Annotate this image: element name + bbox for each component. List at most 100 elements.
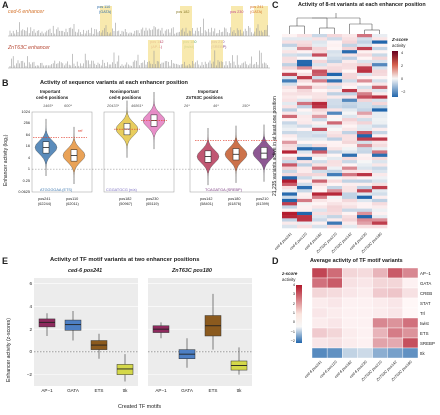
heat-c-cell <box>372 98 388 103</box>
heat-c-cell <box>312 50 328 54</box>
panel-b-xcount-pos142: (58401) <box>200 202 214 206</box>
heat-c-cell <box>312 147 328 151</box>
heat-c-cell <box>282 85 298 90</box>
heat-c-cell <box>372 69 388 74</box>
heat-d-cell <box>387 327 404 339</box>
heat-d-cell <box>357 317 373 329</box>
panel-e-xtick: ttk <box>122 388 128 393</box>
heat-c-cell <box>312 121 328 125</box>
heat-c-cell <box>282 218 298 222</box>
heat-c-cell <box>282 111 298 116</box>
panel-letter-a: A <box>2 0 9 10</box>
heat-d-cell <box>311 337 328 349</box>
heat-c-cell <box>297 76 313 80</box>
heat-c-cell <box>342 118 358 122</box>
heat-c-cell <box>372 114 388 119</box>
panel-b-frame <box>31 111 93 193</box>
heat-c-cell <box>372 160 388 164</box>
heat-c-cell <box>372 56 388 61</box>
heat-c-cell <box>357 124 373 129</box>
track1-plot <box>8 6 270 37</box>
heat-d-cell <box>357 287 373 299</box>
heat-c-cell <box>282 221 298 226</box>
heat-c-cell <box>312 46 328 51</box>
panel-b-xcount-pos180: (61876) <box>228 202 242 206</box>
heat-c-cell <box>342 40 358 44</box>
heat-c-cell <box>282 69 298 74</box>
heat-c-cell <box>312 37 328 41</box>
track2-plot <box>8 40 270 69</box>
heat-c-cell <box>297 53 313 57</box>
group1-title2: ced-6 positions <box>36 95 69 100</box>
heat-c-cell <box>282 53 298 57</box>
heat-c-cell <box>312 150 328 154</box>
heat-c-cell <box>312 218 328 222</box>
heat-c-cell <box>327 131 343 135</box>
heat-c-cell <box>282 76 298 80</box>
track1-highlight <box>100 6 112 36</box>
heat-c-cell <box>357 121 373 125</box>
heat-c-cell <box>297 156 313 161</box>
heat-c-cell <box>357 205 373 209</box>
heat-c-cell <box>297 218 313 222</box>
heat-c-cell <box>312 179 328 184</box>
heat-c-cell <box>282 105 298 109</box>
panel-e-ytick: 6 <box>29 281 32 287</box>
heat-c-cell <box>327 40 343 44</box>
heat-c-cell <box>282 224 298 229</box>
heat-c-cell <box>372 92 388 96</box>
heat-c-cell <box>342 95 358 99</box>
box-plot <box>34 278 252 386</box>
heat-c-cell <box>297 182 313 187</box>
panel-letter-b: B <box>2 78 9 88</box>
heat-c-cell <box>297 205 313 209</box>
heat-c-cell <box>372 198 388 203</box>
heat-d-cell <box>342 337 358 349</box>
heat-c-cell <box>327 221 343 226</box>
heat-c-cell <box>282 124 298 129</box>
heat-c-cell <box>297 124 313 129</box>
heat-c-cell <box>297 79 313 83</box>
track2-highlight <box>182 40 194 68</box>
heat-d-cell <box>402 317 419 329</box>
heat-c-cell <box>312 185 328 190</box>
heat-c-cell <box>342 195 358 200</box>
heat-c-cell <box>372 43 388 48</box>
heat-c-cell <box>297 56 313 61</box>
heat-c-cell <box>282 215 298 219</box>
heat-c-cell <box>297 105 313 109</box>
heat-c-cell <box>357 50 373 54</box>
heat-c-cell <box>342 160 358 164</box>
heat-c-cell <box>372 224 388 229</box>
heat-c-cell <box>297 101 313 106</box>
heat-c-cell <box>372 163 388 167</box>
panel-d-legend-title: z-score <box>282 271 298 276</box>
heat-c-cell <box>372 82 388 87</box>
panel-b-xcount-pos230: (65119) <box>146 202 159 206</box>
heat-c-cell <box>372 101 388 106</box>
heat-c-cell <box>297 118 313 122</box>
heat-d-cell <box>357 277 373 289</box>
heat-d-cell <box>387 337 404 349</box>
panel-c-legend-title: Z-score <box>392 37 408 42</box>
heat-c-cell <box>327 140 343 145</box>
heat-d-cell <box>326 327 343 339</box>
heat-c-cell <box>342 182 358 187</box>
heat-c-cell <box>312 82 328 87</box>
heat-c-cell <box>327 85 343 90</box>
heat-d-cell <box>402 297 419 309</box>
heat-c-cell <box>297 143 313 148</box>
heat-c-cell <box>282 59 298 64</box>
heat-c-cell <box>342 143 358 148</box>
heat-c-cell <box>312 166 328 171</box>
heat-d-cell <box>326 277 343 289</box>
heat-c-cell <box>312 66 328 70</box>
panel-c-legend-tick-0: 0 <box>401 77 404 81</box>
panel-c-legend-tick-4: 4 <box>401 51 404 55</box>
heat-c-cell <box>327 124 343 129</box>
heat-c-cell <box>342 37 358 41</box>
panel-b-ref-label: ref <box>78 129 83 133</box>
heat-c-cell <box>342 43 358 48</box>
heat-d-cell <box>402 337 419 349</box>
heat-c-cell <box>372 176 388 180</box>
